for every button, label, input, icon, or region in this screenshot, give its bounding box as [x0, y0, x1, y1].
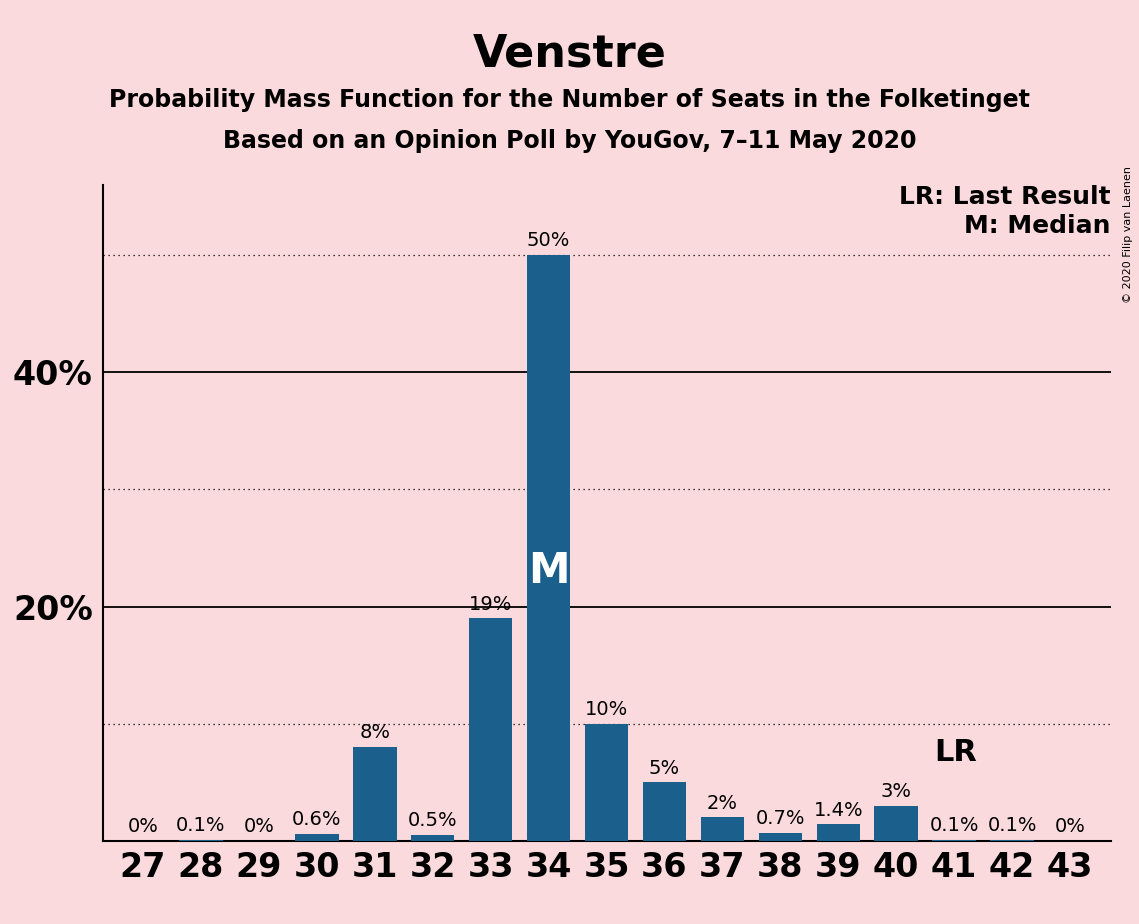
Bar: [411, 835, 454, 841]
Bar: [295, 833, 338, 841]
Text: 0.6%: 0.6%: [292, 810, 342, 829]
Text: 0.1%: 0.1%: [177, 816, 226, 835]
Text: 0%: 0%: [128, 817, 158, 836]
Text: M: Median: M: Median: [964, 214, 1111, 238]
Text: 10%: 10%: [585, 700, 628, 719]
Text: Venstre: Venstre: [473, 32, 666, 76]
Text: M: M: [527, 551, 570, 592]
Text: 5%: 5%: [649, 759, 680, 778]
Text: 1.4%: 1.4%: [813, 801, 863, 820]
Bar: [179, 840, 223, 841]
Text: LR: Last Result: LR: Last Result: [899, 185, 1111, 209]
Bar: [353, 748, 396, 841]
Text: 3%: 3%: [880, 782, 911, 801]
Bar: [584, 723, 629, 841]
Bar: [700, 818, 744, 841]
Bar: [642, 783, 686, 841]
Text: 0.1%: 0.1%: [988, 816, 1036, 835]
Text: 0.5%: 0.5%: [408, 811, 458, 831]
Bar: [527, 255, 571, 841]
Text: 2%: 2%: [707, 794, 738, 813]
Text: 19%: 19%: [469, 594, 513, 614]
Text: 0.7%: 0.7%: [755, 808, 805, 828]
Bar: [469, 618, 513, 841]
Bar: [990, 840, 1034, 841]
Bar: [933, 840, 976, 841]
Bar: [817, 824, 860, 841]
Text: Based on an Opinion Poll by YouGov, 7–11 May 2020: Based on an Opinion Poll by YouGov, 7–11…: [223, 129, 916, 153]
Text: 50%: 50%: [527, 231, 571, 250]
Text: © 2020 Filip van Laenen: © 2020 Filip van Laenen: [1123, 166, 1133, 303]
Text: 8%: 8%: [359, 723, 391, 743]
Text: 0.1%: 0.1%: [929, 816, 978, 835]
Text: 0%: 0%: [1055, 817, 1085, 836]
Text: 0%: 0%: [244, 817, 274, 836]
Bar: [759, 833, 802, 841]
Text: LR: LR: [934, 738, 977, 768]
Text: Probability Mass Function for the Number of Seats in the Folketinget: Probability Mass Function for the Number…: [109, 88, 1030, 112]
Bar: [875, 806, 918, 841]
